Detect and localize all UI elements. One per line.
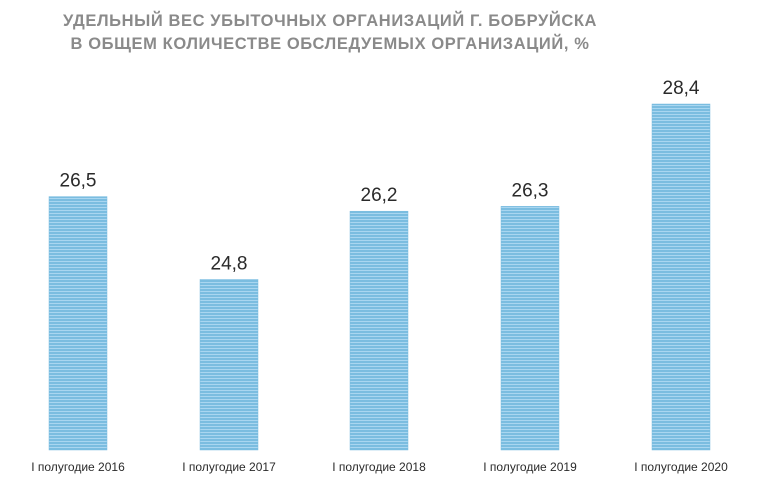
category-label-2: I полугодие 2017 [182,460,276,474]
bar-5 [651,103,711,451]
chart-title-line-2: В ОБЩЕМ КОЛИЧЕСТВЕ ОБСЛЕДУЕМЫХ ОРГАНИЗАЦ… [70,35,590,53]
value-label-1: 26,5 [60,171,97,192]
category-label-1: I полугодие 2016 [31,460,125,474]
bar-2 [199,279,259,451]
value-label-5: 28,4 [663,78,700,99]
value-labels-group: 26,5 24,8 26,2 26,3 28,4 [60,78,700,274]
value-label-2: 24,8 [211,253,248,274]
category-label-5: I полугодие 2020 [634,460,728,474]
chart-title: УДЕЛЬНЫЙ ВЕС УБЫТОЧНЫХ ОРГАНИЗАЦИЙ Г. БО… [0,10,660,56]
category-label-4: I полугодие 2019 [483,460,577,474]
value-label-4: 26,3 [512,180,549,201]
bar-4 [500,206,560,451]
category-labels-group: I полугодие 2016 I полугодие 2017 I полуго… [31,460,728,474]
chart-title-line-1: УДЕЛЬНЫЙ ВЕС УБЫТОЧНЫХ ОРГАНИЗАЦИЙ Г. БО… [62,12,598,30]
bar-3 [349,210,409,451]
category-label-3: I полугодие 2018 [332,460,426,474]
bar-1 [48,196,108,451]
bars-group [48,103,711,451]
value-label-3: 26,2 [361,185,398,206]
